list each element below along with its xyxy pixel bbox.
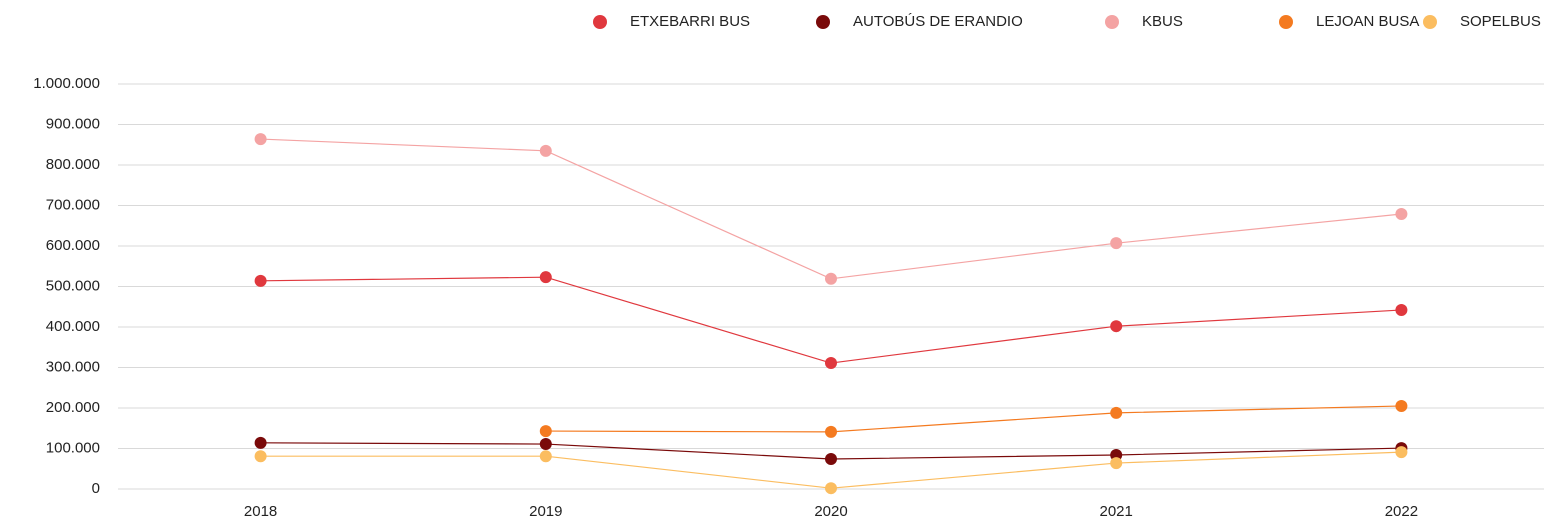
y-tick-label: 800.000 [46,156,100,173]
y-tick-label: 400.000 [46,318,100,335]
data-point [1395,399,1408,412]
legend-marker [1423,15,1437,29]
data-point [539,271,552,284]
series-line [545,405,1402,433]
series-line [260,276,1402,364]
data-point [539,438,552,451]
y-tick-label: 100.000 [46,439,100,456]
data-point [1110,406,1123,419]
legend-label: ETXEBARRI BUS [630,13,750,30]
y-tick-label: 500.000 [46,277,100,294]
y-tick-label: 1.000.000 [33,75,100,92]
y-tick-label: 300.000 [46,358,100,375]
data-point [825,453,837,466]
data-point [539,450,552,463]
y-tick-label: 700.000 [46,196,100,213]
data-point [254,450,267,463]
y-tick-label: 600.000 [46,237,100,254]
data-point [825,357,837,370]
y-tick-label: 900.000 [46,115,100,132]
legend-marker [1279,15,1293,29]
data-point [1110,457,1123,470]
data-point [825,425,837,438]
x-tick-label: 2021 [1100,503,1133,520]
data-point [539,144,552,157]
y-tick-label: 0 [92,480,100,497]
legend-marker [816,15,830,29]
legend-label: KBUS [1142,13,1183,30]
data-point [825,272,837,285]
legend-marker [593,15,607,29]
data-point [1395,446,1408,459]
x-tick-label: 2019 [529,503,562,520]
y-tick-label: 200.000 [46,399,100,416]
data-point [825,482,837,495]
legend-marker [1105,15,1119,29]
x-tick-label: 2018 [244,503,277,520]
data-point [1395,208,1408,221]
data-point [254,133,267,146]
data-point [1110,237,1123,250]
data-point [254,274,267,287]
legend-label: AUTOBÚS DE ERANDIO [853,13,1023,30]
x-tick-label: 2022 [1385,503,1418,520]
legend-label: LEJOAN BUSA [1316,13,1419,30]
legend-label: SOPELBUS [1460,13,1541,30]
x-tick-label: 2020 [814,503,847,520]
data-point [1110,320,1123,333]
data-point [1395,303,1408,316]
series-line [260,138,1402,280]
data-point [254,436,267,449]
data-point [539,425,552,438]
